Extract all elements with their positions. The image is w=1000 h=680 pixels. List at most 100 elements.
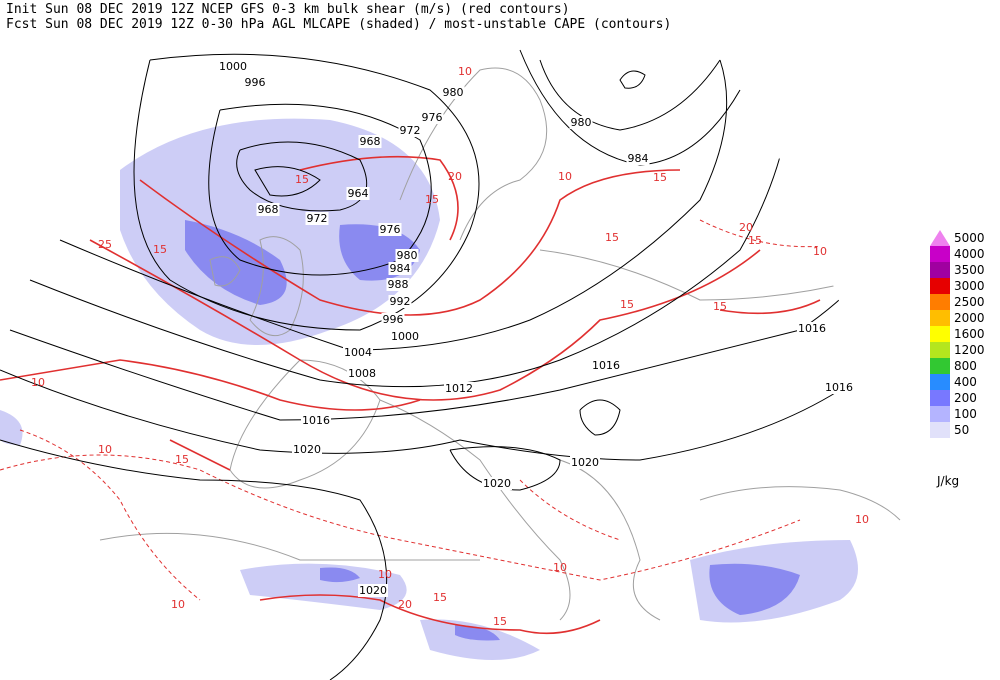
isobar-label: 1008 xyxy=(348,367,376,380)
shear-label: 15 xyxy=(713,300,727,313)
coastlines xyxy=(99,67,901,621)
isobar-label: 968 xyxy=(360,135,381,148)
label-bg xyxy=(824,381,854,394)
label-bg xyxy=(626,152,650,165)
shear-label: 15 xyxy=(175,453,189,466)
label-bg xyxy=(358,584,388,597)
header-line-1: Init Sun 08 DEC 2019 12Z NCEP GFS 0-3 km… xyxy=(6,2,570,17)
colorbar-swatch xyxy=(930,422,950,438)
shear-label: 10 xyxy=(31,376,45,389)
colorbar-label: 400 xyxy=(954,375,977,389)
isobar-label: 984 xyxy=(390,262,411,275)
shear-label: 20 xyxy=(398,598,412,611)
shear-label: 15 xyxy=(295,173,309,186)
isobar-label: 1004 xyxy=(344,346,372,359)
shear-label: 15 xyxy=(433,591,447,604)
label-bg xyxy=(305,212,329,225)
colorbar-label: 50 xyxy=(954,423,969,437)
label-bg xyxy=(301,414,331,427)
shear-label: 10 xyxy=(553,561,567,574)
isobar-label: 988 xyxy=(388,278,409,291)
colorbar-swatch xyxy=(930,262,950,278)
isobar-label: 1016 xyxy=(592,359,620,372)
label-bg xyxy=(441,86,465,99)
colorbar-label: 2000 xyxy=(954,311,985,325)
isobar-label: 1020 xyxy=(571,456,599,469)
shear-contours-weak xyxy=(0,219,915,601)
colorbar-label: 5000 xyxy=(954,231,985,245)
colorbar-swatch xyxy=(930,246,950,262)
isobar-label: 1016 xyxy=(302,414,330,427)
shear-contours xyxy=(0,155,821,635)
shear-label: 15 xyxy=(653,171,667,184)
isobar-label: 1000 xyxy=(391,330,419,343)
shear-label: 15 xyxy=(605,231,619,244)
label-bg xyxy=(388,295,412,308)
colorbar-label: 3500 xyxy=(954,263,985,277)
label-bg xyxy=(386,278,410,291)
shear-label: 20 xyxy=(448,170,462,183)
label-bg xyxy=(569,116,593,129)
shear-label: 10 xyxy=(98,443,112,456)
isobar-label: 968 xyxy=(258,203,279,216)
label-bg xyxy=(346,187,370,200)
shear-label: 15 xyxy=(620,298,634,311)
colorbar-swatch xyxy=(930,358,950,374)
colorbar-label: 800 xyxy=(954,359,977,373)
isobar-label: 976 xyxy=(422,111,443,124)
shear-label: 15 xyxy=(425,193,439,206)
isobar-label: 980 xyxy=(571,116,592,129)
colorbar-triangle xyxy=(930,230,950,246)
shear-label: 15 xyxy=(153,243,167,256)
shear-label: 10 xyxy=(171,598,185,611)
label-bg xyxy=(343,346,373,359)
label-bg xyxy=(570,456,600,469)
isobar-label: 996 xyxy=(245,76,266,89)
label-bg xyxy=(381,313,405,326)
shear-label: 10 xyxy=(378,568,392,581)
label-bg xyxy=(591,359,621,372)
colorbar-swatch xyxy=(930,406,950,422)
label-bg xyxy=(398,124,422,137)
header-line-2: Fcst Sun 08 DEC 2019 12Z 0-30 hPa AGL ML… xyxy=(6,17,671,32)
colorbar-swatch xyxy=(930,278,950,294)
shear-label: 10 xyxy=(855,513,869,526)
isobar-label: 1016 xyxy=(825,381,853,394)
label-bg xyxy=(347,367,377,380)
shear-label: 15 xyxy=(748,234,762,247)
label-bg xyxy=(797,322,827,335)
isobar-label: 980 xyxy=(397,249,418,262)
label-bg xyxy=(395,249,419,262)
map-body xyxy=(0,49,915,680)
isobar-label: 976 xyxy=(380,223,401,236)
isobar-label: 1020 xyxy=(293,443,321,456)
label-bg xyxy=(378,223,402,236)
isobar-label: 972 xyxy=(307,212,328,225)
colorbar-swatch xyxy=(930,294,950,310)
colorbar-swatch xyxy=(930,390,950,406)
shear-label: 20 xyxy=(739,221,753,234)
colorbar-label: 3000 xyxy=(954,279,985,293)
label-bg xyxy=(482,477,512,490)
isobar-label: 1020 xyxy=(483,477,511,490)
colorbar-label: 1600 xyxy=(954,327,985,341)
isobar-label: 972 xyxy=(400,124,421,137)
colorbar: 5000 4000 3500 3000 2500 2000 1600 1200 800 400 20… xyxy=(930,230,985,438)
label-bg xyxy=(420,111,444,124)
isobar-label: 1012 xyxy=(445,382,473,395)
isobar-label: 992 xyxy=(390,295,411,308)
isobar-labels: 1000996980976972968964968972976980984988… xyxy=(218,60,854,597)
colorbar-label: 2500 xyxy=(954,295,985,309)
shear-label: 10 xyxy=(558,170,572,183)
label-bg xyxy=(218,60,248,73)
label-bg xyxy=(292,443,322,456)
isobar-label: 996 xyxy=(383,313,404,326)
colorbar-label: 200 xyxy=(954,391,977,405)
colorbar-label: 4000 xyxy=(954,247,985,261)
label-bg xyxy=(390,330,420,343)
label-bg xyxy=(256,203,280,216)
colorbar-swatch xyxy=(930,342,950,358)
